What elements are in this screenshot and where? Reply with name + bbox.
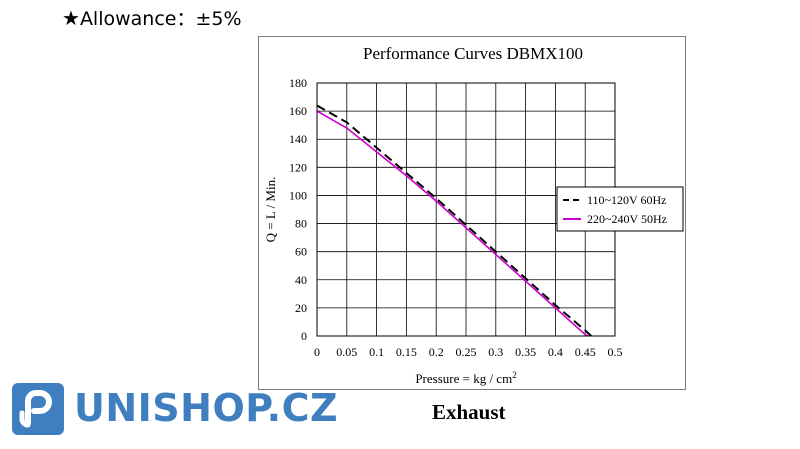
x-tick-label: 0.45 xyxy=(575,345,596,359)
allowance-text: Allowance：±5% xyxy=(79,8,242,30)
y-tick-label: 140 xyxy=(289,132,307,146)
x-tick-label: 0.35 xyxy=(515,345,536,359)
star-icon: ★ xyxy=(62,6,80,30)
chart-caption: Exhaust xyxy=(432,400,506,424)
legend-box xyxy=(556,186,684,232)
legend-label-2: 220~240V 50Hz xyxy=(587,212,667,226)
performance-chart: Performance Curves DBMX100 0 0.05 0.1 0.15 0… xyxy=(258,36,686,390)
legend: 110~120V 60Hz 220~240V 50Hz xyxy=(556,186,684,232)
y-tick-label: 100 xyxy=(289,188,307,202)
y-tick-label: 180 xyxy=(289,76,307,90)
allowance-note: ★Allowance：±5% xyxy=(62,4,242,31)
x-tick-label: 0.2 xyxy=(429,345,444,359)
logo-p-mark-icon xyxy=(19,390,52,428)
unishop-logo: UNISHOP.CZ xyxy=(12,383,338,435)
x-tick-label: 0.5 xyxy=(608,345,623,359)
series-line-2 xyxy=(316,110,589,337)
logo-text: UNISHOP.CZ xyxy=(74,386,339,430)
x-tick-label: 0.15 xyxy=(396,345,417,359)
x-tick-label: 0.25 xyxy=(456,345,477,359)
legend-label-1: 110~120V 60Hz xyxy=(587,193,667,207)
y-axis-label: Q = L / Min. xyxy=(263,177,278,243)
y-tick-label: 60 xyxy=(295,245,307,259)
y-tick-label: 20 xyxy=(295,301,307,315)
x-tick-label: 0.4 xyxy=(548,345,563,359)
y-tick-label: 40 xyxy=(295,273,307,287)
x-axis-label-text: Pressure = kg / cm xyxy=(415,371,512,386)
series-line-1 xyxy=(316,104,592,337)
y-tick-label: 80 xyxy=(295,217,307,231)
x-tick-label: 0.3 xyxy=(488,345,503,359)
chart-title: Performance Curves DBMX100 xyxy=(363,44,583,63)
tick-labels: 0 0.05 0.1 0.15 0.2 0.25 0.3 0.35 0.4 0.45 0.5 0 20 4… xyxy=(289,76,623,359)
series-lines xyxy=(316,104,592,337)
y-tick-label: 160 xyxy=(289,104,307,118)
x-axis-label-superscript: 2 xyxy=(512,370,517,380)
logo-badge-icon xyxy=(12,383,64,435)
x-tick-label: 0.05 xyxy=(336,345,357,359)
x-axis-label: Pressure = kg / cm2 xyxy=(415,370,516,386)
legend-items: 110~120V 60Hz 220~240V 50Hz xyxy=(563,193,667,226)
x-tick-label: 0 xyxy=(314,345,320,359)
x-tick-label: 0.1 xyxy=(369,345,384,359)
y-tick-label: 0 xyxy=(301,329,307,343)
y-tick-label: 120 xyxy=(289,160,307,174)
chart-canvas: Performance Curves DBMX100 0 0.05 0.1 0.15 0… xyxy=(263,44,684,386)
